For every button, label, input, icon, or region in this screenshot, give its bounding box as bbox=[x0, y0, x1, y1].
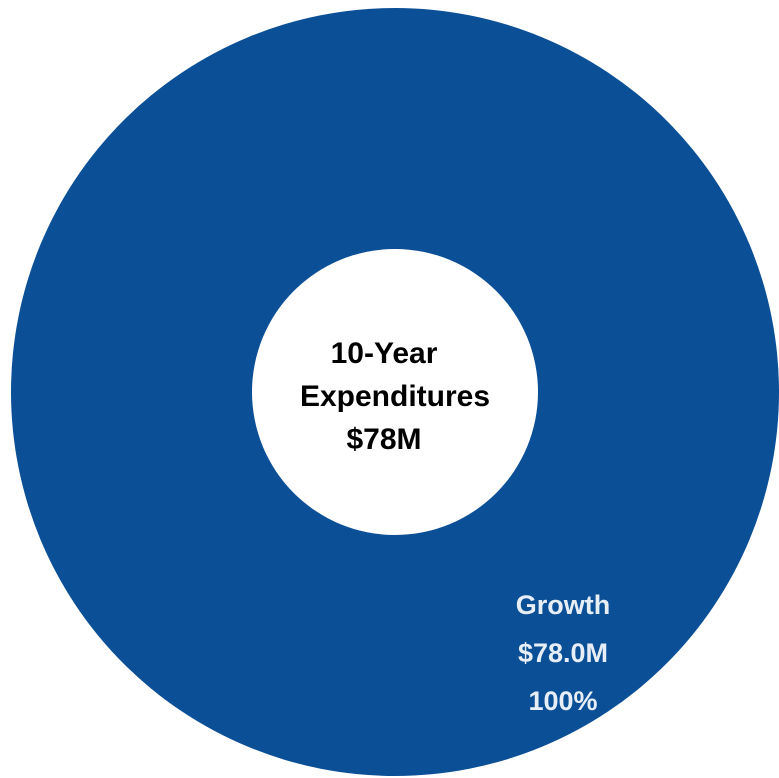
center-label-line-3: $78M bbox=[346, 423, 421, 456]
slice-label-value: $78.0M bbox=[518, 638, 608, 668]
donut-hole bbox=[252, 249, 538, 535]
slice-label-percent: 100% bbox=[528, 686, 597, 716]
center-label-line-1: 10-Year bbox=[331, 337, 438, 370]
slice-label-name: Growth bbox=[516, 590, 611, 620]
center-label-line-2: Expenditures bbox=[300, 380, 490, 413]
slice-labels-layer: Growth $78.0M 100% bbox=[516, 590, 611, 716]
